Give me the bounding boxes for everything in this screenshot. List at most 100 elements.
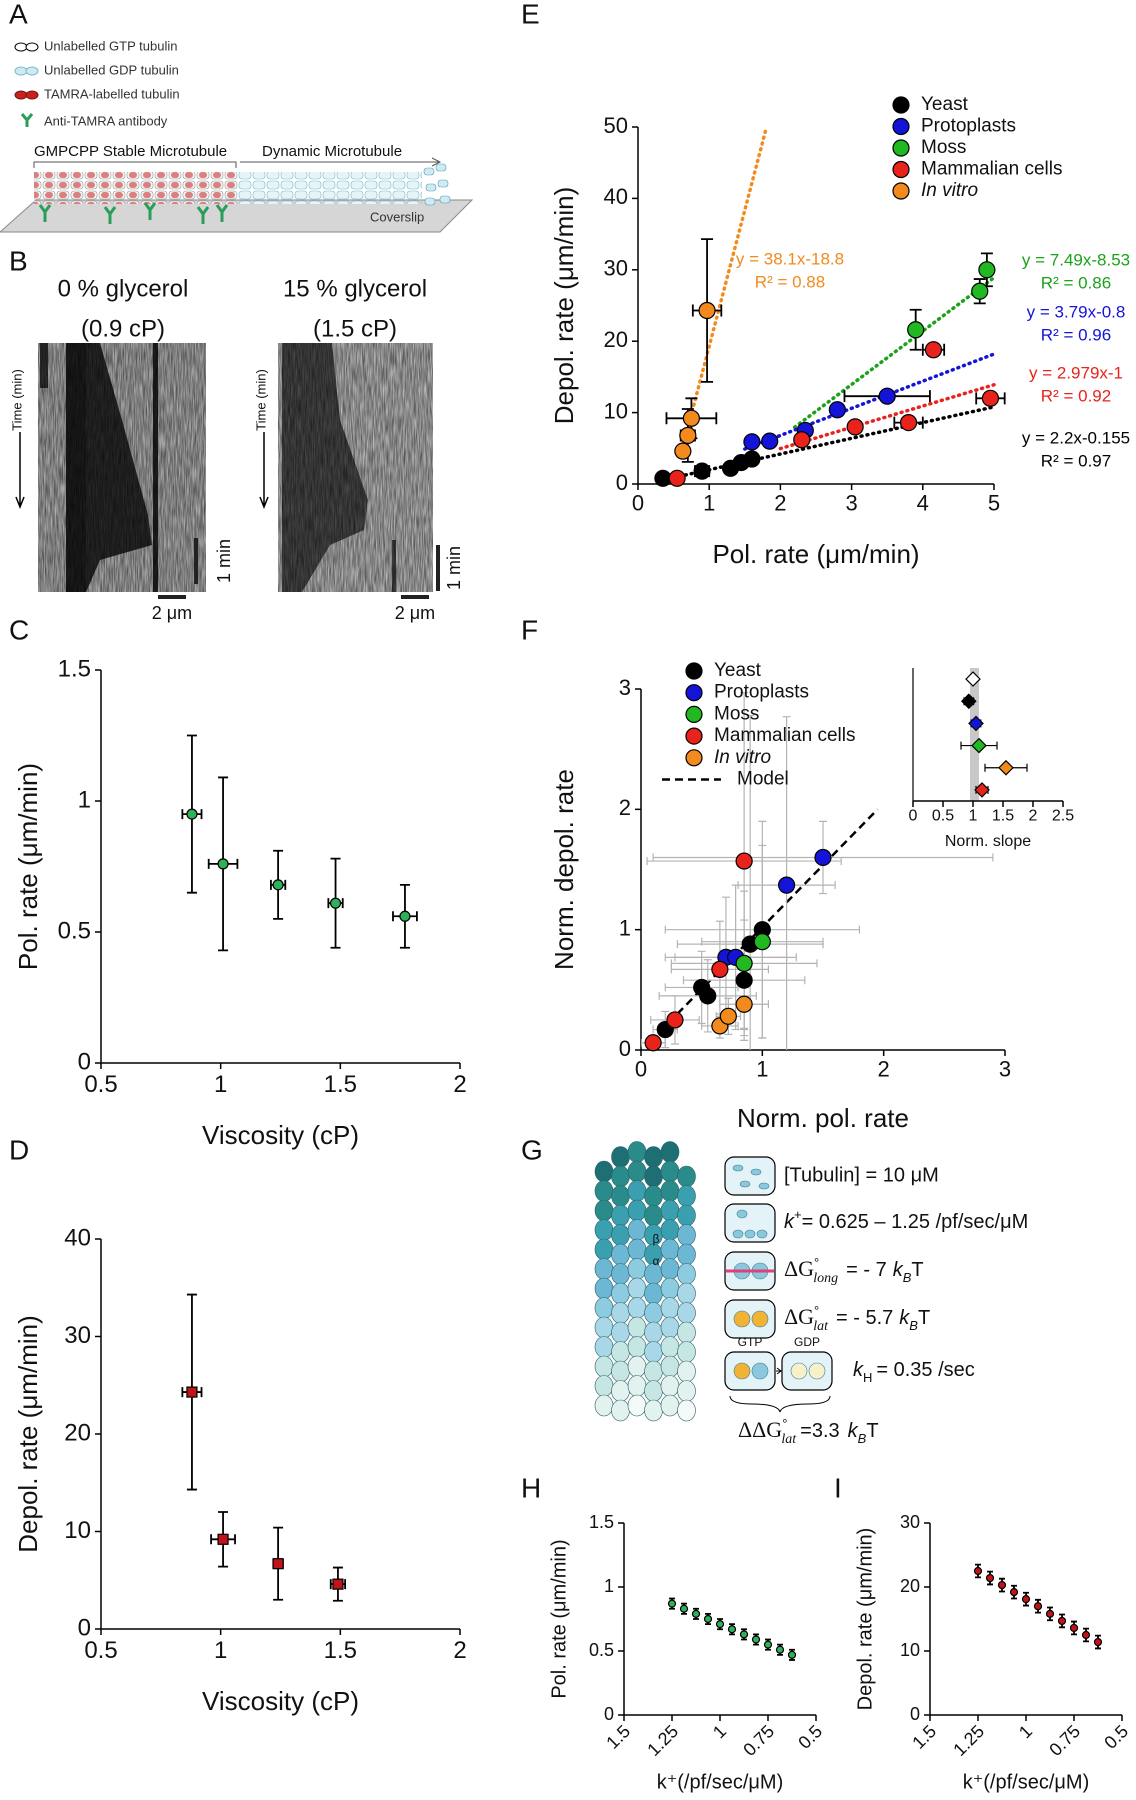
icon-detail xyxy=(732,1164,826,1380)
marker xyxy=(960,693,977,710)
marker xyxy=(763,1640,773,1649)
param-part: B xyxy=(909,1318,918,1333)
y-tick-label: 30 xyxy=(64,1322,91,1349)
legend-marker xyxy=(892,182,910,200)
subunit-label: α xyxy=(653,1254,660,1268)
fit-equation: y = 7.49x-8.53 xyxy=(1022,250,1130,269)
tubulin-subunit xyxy=(660,1394,680,1417)
x-tick-label: 1 xyxy=(1015,1721,1036,1742)
panel-letter: G xyxy=(521,1134,543,1165)
tubulin-subunit xyxy=(677,1360,696,1383)
tubulin-subunit xyxy=(594,1219,614,1241)
y-tick-label: 1 xyxy=(78,786,91,813)
tubulin-subunit xyxy=(660,1297,680,1319)
marker xyxy=(693,462,711,480)
chart: 0 10 20 30 1.5 1.25 1 0.75 0.5 k⁺(/pf/sec/μM) Depo… xyxy=(854,1512,1132,1794)
tubulin-subunit xyxy=(611,1380,630,1402)
tubulin-subunit xyxy=(611,1185,630,1207)
legend-text: TAMRA-labelled tubulin xyxy=(44,86,180,101)
marker xyxy=(332,1578,344,1590)
tubulin-subunit xyxy=(644,1282,663,1305)
x-tick-label: 3 xyxy=(999,1057,1011,1082)
y-tick-label: 30 xyxy=(604,256,628,281)
tubulin-subunit xyxy=(660,1355,680,1378)
tubulin-subunit xyxy=(660,1219,680,1241)
kymo-noise xyxy=(278,343,433,592)
y-tick-label: 0 xyxy=(604,1704,614,1724)
marker xyxy=(186,1386,198,1398)
fit-line xyxy=(792,275,996,429)
param-part: T xyxy=(866,1420,878,1442)
flared-end xyxy=(423,163,451,206)
x-axis-label: k⁺(/pf/sec/μM) xyxy=(657,1771,784,1793)
marker xyxy=(981,389,1000,407)
tubulin-subunit xyxy=(627,1238,647,1261)
x-tick-label: 3 xyxy=(845,491,857,516)
param-part: =3.3 xyxy=(800,1420,839,1442)
legend-marker xyxy=(892,139,910,157)
legend-marker xyxy=(892,96,910,114)
marker xyxy=(735,995,753,1013)
tubulin-subunit xyxy=(594,1355,614,1378)
state-label: GDP xyxy=(794,1335,820,1349)
tubulin-subunit xyxy=(594,1199,614,1222)
tubulin-subunit xyxy=(627,1180,647,1202)
legend-marker xyxy=(685,684,703,702)
marker xyxy=(899,413,918,432)
tubulin-subunit xyxy=(677,1282,696,1305)
marker xyxy=(329,897,342,909)
tubulin-subunit xyxy=(594,1277,614,1300)
chart: 0 10 20 30 40 0.5 1 1.5 2 Viscosity (cP) Depol. ra… xyxy=(13,1224,467,1716)
tubulin-subunit xyxy=(594,1297,614,1319)
tubulin-subunit xyxy=(594,1160,614,1183)
legend-label: Moss xyxy=(714,703,759,724)
tubulin-subunit xyxy=(627,1297,647,1319)
state-label: GTP xyxy=(738,1335,763,1349)
legend-label: In vitro xyxy=(714,747,771,768)
x-tick-label: 1.5 xyxy=(908,1721,940,1753)
scale-label: 1 min xyxy=(444,546,464,590)
legend-marker xyxy=(685,705,703,724)
legend-text: Anti-TAMRA antibody xyxy=(44,113,168,128)
tubulin-subunit xyxy=(644,1204,663,1227)
y-tick-label: 10 xyxy=(900,1640,920,1660)
arrow xyxy=(240,157,442,167)
y-axis-label: Norm. depol. rate xyxy=(549,769,579,970)
marker xyxy=(644,1034,662,1052)
tubulin-subunit xyxy=(627,1277,647,1300)
x-tick-label: 2 xyxy=(1029,807,1038,824)
y-tick-label: 0.5 xyxy=(58,917,91,944)
x-axis-label: Norm. slope xyxy=(945,833,1031,850)
tubulin-subunit xyxy=(611,1146,630,1168)
tubulin-subunit xyxy=(677,1165,696,1188)
marker xyxy=(968,715,984,732)
x-tick-label: 1.5 xyxy=(324,1071,357,1098)
subunit-label: β xyxy=(653,1232,660,1246)
tubulin-subunit xyxy=(627,1141,647,1163)
legend-label: In vitro xyxy=(921,180,978,201)
x-tick-label: 1 xyxy=(709,1721,730,1742)
x-tick-label: 1 xyxy=(969,807,978,824)
marker xyxy=(1069,1623,1079,1633)
tubulin-subunit xyxy=(644,1341,663,1363)
marker xyxy=(1021,1595,1031,1604)
marker xyxy=(985,1573,995,1583)
tubulin-subunit xyxy=(627,1316,647,1339)
marker xyxy=(674,442,692,460)
error-bars xyxy=(181,1293,347,1602)
scale-label: 2 μm xyxy=(395,603,435,623)
tubulin-subunit xyxy=(644,1399,663,1422)
param-part: = - 5.7 xyxy=(836,1307,893,1329)
x-tick-label: 0 xyxy=(635,1057,647,1082)
kymo-title: 15 % glycerol xyxy=(283,275,427,302)
param-part: T xyxy=(911,1259,923,1281)
tubulin-subunit xyxy=(594,1258,614,1280)
y-axis-label: Pol. rate (μm/min) xyxy=(548,1539,570,1698)
x-tick-label: 0 xyxy=(909,807,918,824)
param: kH = 0.35 /sec xyxy=(853,1359,975,1385)
scale-label: 2 μm xyxy=(152,603,192,623)
fit-equation: y = 38.1x-18.8 xyxy=(736,249,844,268)
param: ΔΔG° lat =3.3 kBT xyxy=(738,1416,879,1447)
tubulin-subunit xyxy=(611,1243,630,1266)
fit-r2: R² = 0.88 xyxy=(755,272,825,291)
